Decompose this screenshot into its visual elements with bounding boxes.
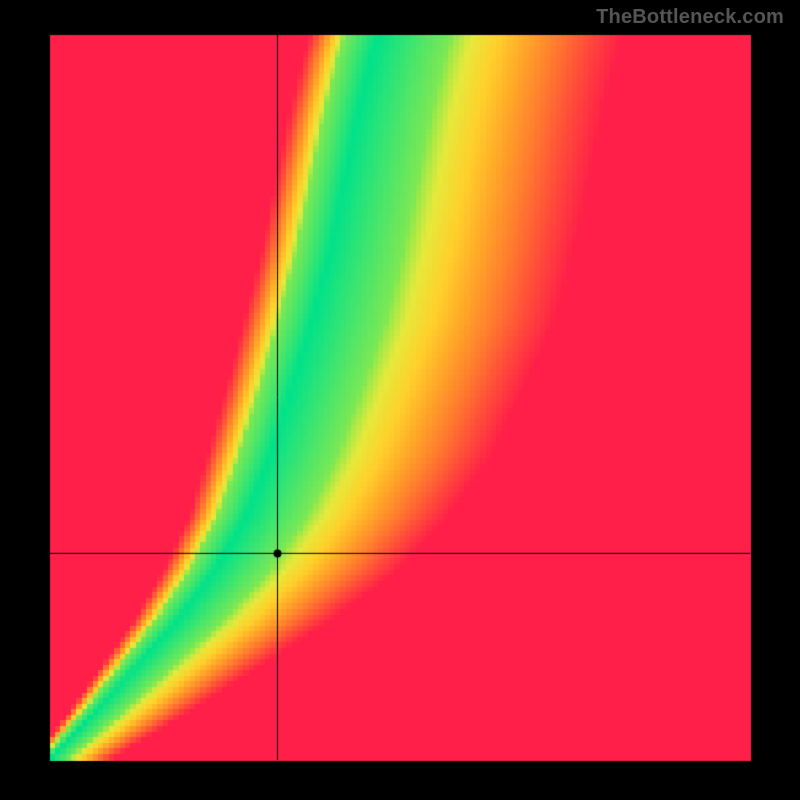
root-container: TheBottleneck.com xyxy=(0,0,800,800)
watermark-text: TheBottleneck.com xyxy=(596,6,784,29)
heatmap-canvas xyxy=(0,0,800,800)
